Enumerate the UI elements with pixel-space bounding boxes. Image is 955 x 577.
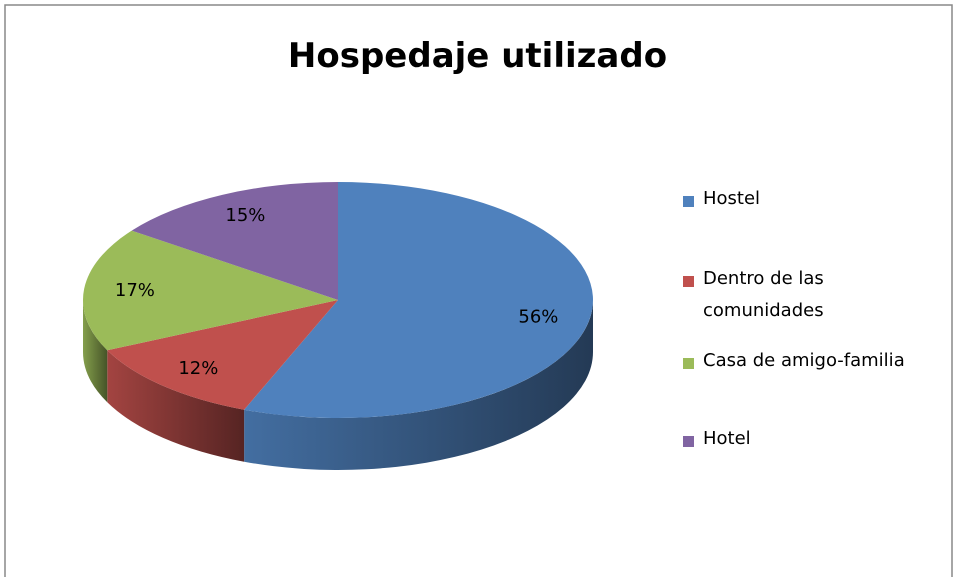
legend-label: Hostel xyxy=(703,188,761,209)
legend-label: Hotel xyxy=(703,428,751,449)
legend-item: Hotel xyxy=(683,428,943,455)
data-label: 56% xyxy=(518,307,558,328)
pie-slice xyxy=(131,182,338,300)
legend-swatch xyxy=(683,196,694,207)
pie-tops xyxy=(83,182,593,418)
pie-slice xyxy=(244,182,593,418)
pie-side xyxy=(107,350,245,462)
legend-swatch xyxy=(683,358,694,369)
frame xyxy=(4,4,953,577)
legend-item: Dentro de las comunidades xyxy=(683,268,943,327)
data-label: 17% xyxy=(115,280,155,301)
legend-label: Dentro de las comunidades xyxy=(703,268,824,321)
data-label: 15% xyxy=(225,205,265,226)
legend-label: Casa de amigo-familia xyxy=(703,350,905,371)
legend-item: Hostel xyxy=(683,188,943,215)
pie-side xyxy=(244,300,593,470)
pie-labels: 56% 12% 17% 15% xyxy=(115,205,558,379)
legend-swatch xyxy=(683,436,694,447)
legend-item: Casa de amigo-familia xyxy=(683,350,943,377)
pie-slice xyxy=(107,300,338,410)
legend-swatch xyxy=(683,276,694,287)
pie-sides xyxy=(83,300,593,470)
data-label: 12% xyxy=(178,358,218,379)
pie-side xyxy=(83,300,108,403)
pie-slice xyxy=(83,230,339,351)
chart-title: Hospedaje utilizado xyxy=(287,36,668,76)
